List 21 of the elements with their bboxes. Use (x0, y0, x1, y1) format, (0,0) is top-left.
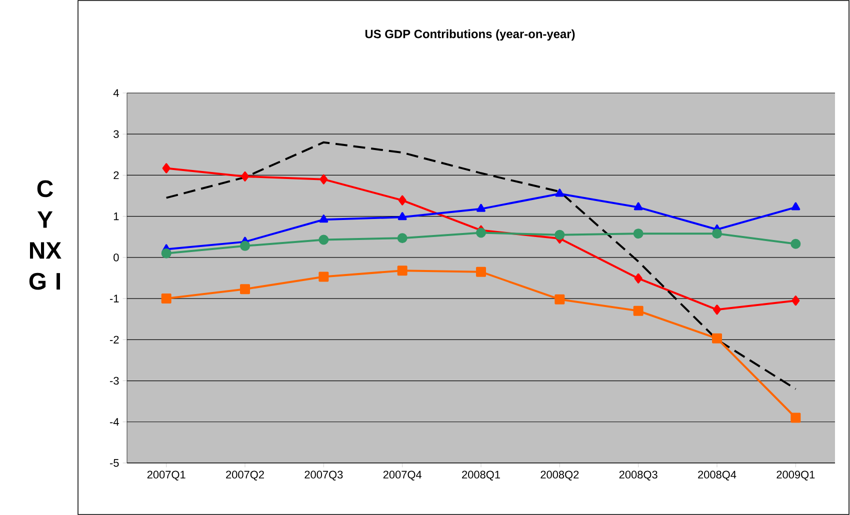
x-tick-label: 2007Q1 (147, 470, 186, 480)
x-tick-label: 2008Q2 (540, 470, 579, 480)
y-axis-title: C Y NX G I (29, 180, 62, 290)
x-tick-label: 2007Q2 (226, 470, 264, 480)
y-tick-label: 1 (114, 212, 119, 220)
y-tick-label: -4 (110, 418, 119, 426)
x-tick-label: 2008Q4 (698, 470, 736, 480)
x-tick-label: 2008Q1 (462, 470, 500, 480)
y-tick-label: 3 (114, 130, 119, 138)
y-tick-label: 4 (113, 89, 119, 97)
y-tick-label: -3 (110, 376, 119, 385)
x-tick-label: 2007Q3 (304, 470, 343, 480)
y-tick-label: -1 (110, 294, 119, 302)
y-tick-label: -2 (110, 336, 119, 344)
y-tick-label: 0 (114, 254, 119, 262)
x-tick-label: 2008Q3 (619, 470, 658, 480)
x-tick-label: 2007Q4 (383, 470, 422, 480)
y-tick-label: 2 (114, 171, 119, 180)
chart-title: US GDP Contributions (year-on-year) (365, 29, 575, 41)
y-tick-label: -5 (110, 459, 119, 467)
x-tick-label: 2009Q1 (776, 470, 815, 480)
